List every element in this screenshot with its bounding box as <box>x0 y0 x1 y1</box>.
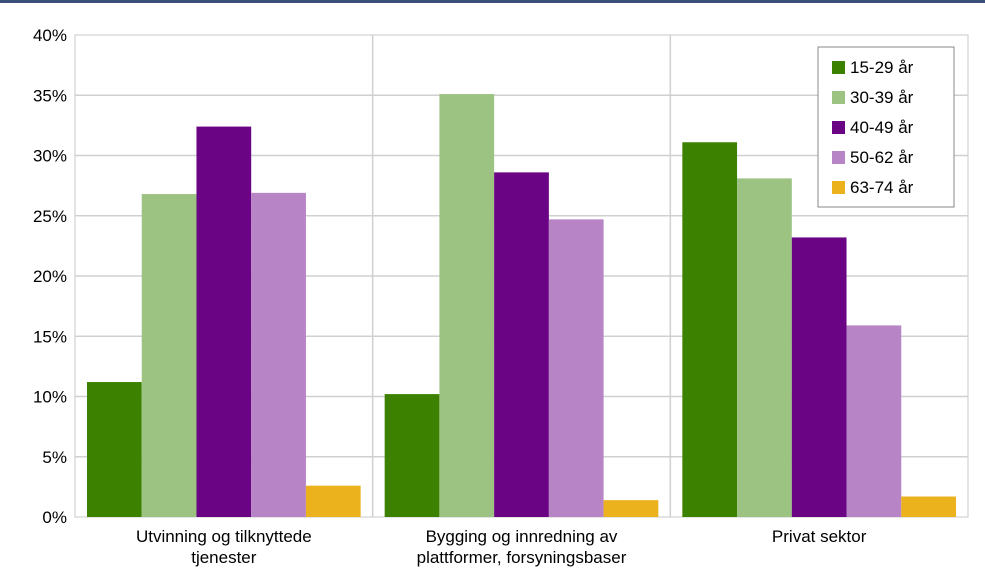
bar <box>791 237 847 517</box>
bar <box>737 178 792 517</box>
y-tick-label: 25% <box>33 207 67 226</box>
x-category-label: tjenester <box>191 548 257 567</box>
legend-swatch <box>832 181 845 194</box>
y-tick-label: 0% <box>42 508 67 527</box>
bar <box>141 194 197 517</box>
bar <box>846 325 902 517</box>
x-category-label: Bygging og innredning av <box>426 527 618 546</box>
x-category-label: Privat sektor <box>772 527 867 546</box>
x-category-label: plattformer, forsyningsbaser <box>417 548 627 567</box>
legend-label: 30-39 år <box>850 88 914 107</box>
legend-label: 63-74 år <box>850 178 914 197</box>
y-tick-label: 5% <box>42 448 67 467</box>
bar <box>384 394 440 517</box>
y-axis-ticks: 0% 5% 10% 15% 20% 25% 30% 35% 40% <box>33 26 67 527</box>
bar <box>682 142 738 517</box>
bar <box>901 496 956 517</box>
y-tick-label: 35% <box>33 86 67 105</box>
legend-label: 50-62 år <box>850 148 914 167</box>
bar <box>603 500 659 517</box>
y-tick-label: 10% <box>33 388 67 407</box>
legend-label: 15-29 år <box>850 58 914 77</box>
bar <box>439 94 495 518</box>
y-tick-label: 40% <box>33 26 67 45</box>
bars <box>87 94 956 518</box>
bar <box>196 126 252 517</box>
y-tick-label: 20% <box>33 267 67 286</box>
y-tick-label: 30% <box>33 147 67 166</box>
top-rule <box>0 0 985 3</box>
bar <box>87 382 142 517</box>
legend-swatch <box>832 91 845 104</box>
bar <box>548 219 604 518</box>
bar <box>251 192 306 518</box>
x-category-label: Utvinning og tilknyttede <box>136 527 312 546</box>
y-tick-label: 15% <box>33 327 67 346</box>
legend-swatch <box>832 61 845 74</box>
legend-label: 40-49 år <box>850 118 914 137</box>
legend: 15-29 år 30-39 år 40-49 år 50-62 år 63-74 år <box>817 46 955 208</box>
bar <box>494 172 549 517</box>
legend-swatch <box>832 121 845 134</box>
x-axis-categories: Utvinning og tilknyttede tjenester Bygging… <box>136 527 867 567</box>
legend-swatch <box>832 151 845 164</box>
bar <box>305 485 361 517</box>
